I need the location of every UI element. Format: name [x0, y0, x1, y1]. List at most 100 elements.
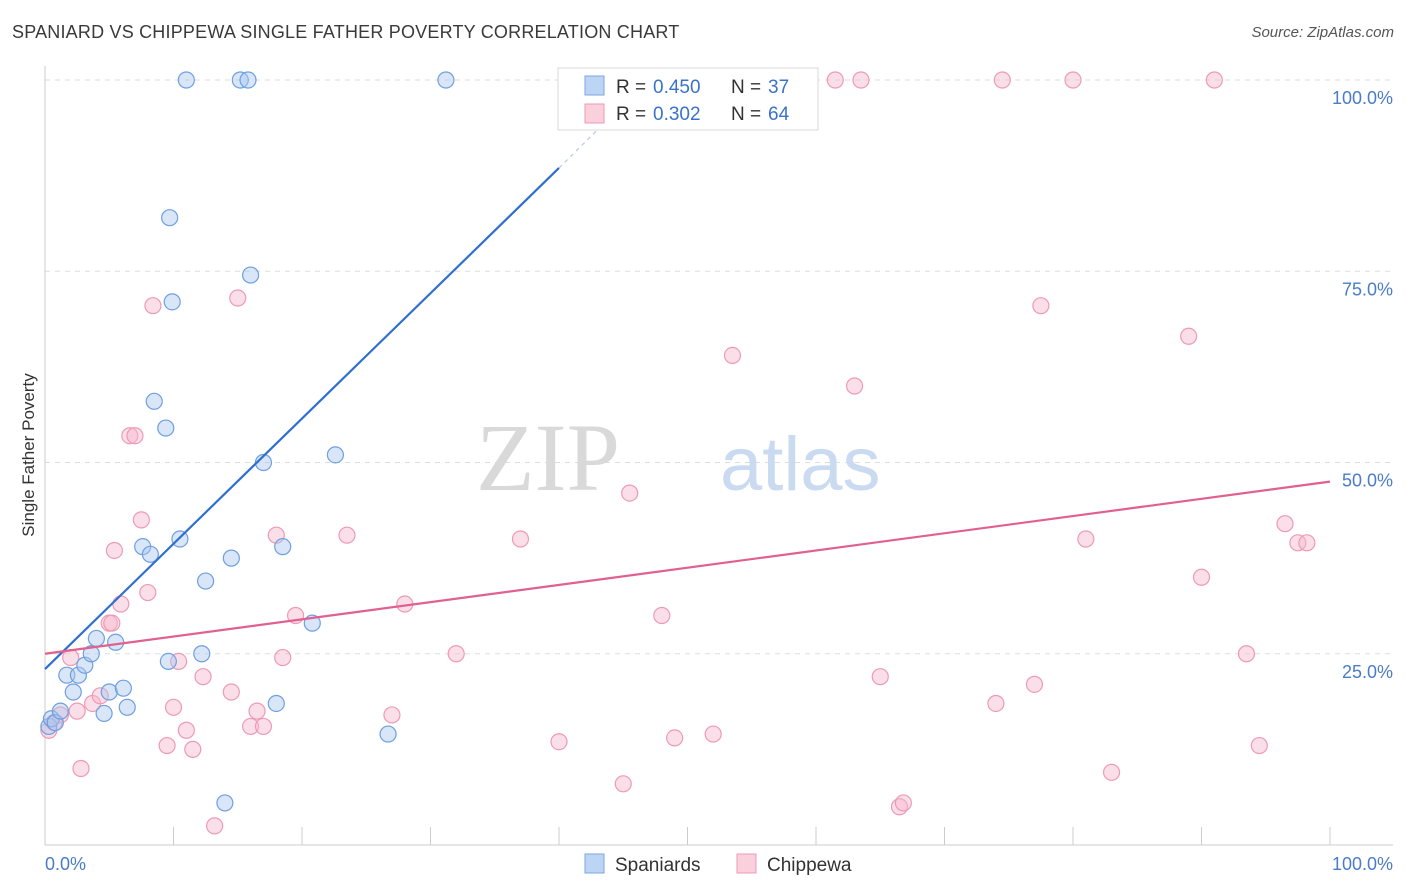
chippewa-point [126, 427, 144, 445]
chippewa-point [132, 511, 150, 529]
legend-swatch-spaniards [584, 75, 605, 96]
spaniards-point [118, 698, 136, 716]
spaniards-point [222, 549, 240, 567]
chippewa-point [550, 733, 568, 751]
chippewa-point [1102, 763, 1121, 781]
spaniards-point [242, 266, 260, 284]
spaniards-point [64, 683, 82, 701]
legend-n-value-1: 37 [768, 77, 789, 98]
chippewa-point [621, 484, 639, 502]
chippewa-point [704, 725, 722, 743]
spaniards-point [239, 71, 257, 89]
spaniards-point [51, 702, 70, 720]
legend-n-value-2: 64 [768, 104, 790, 125]
chippewa-point [723, 346, 742, 364]
chippewa-point [338, 526, 356, 544]
spaniards-point [95, 704, 113, 723]
chippewa-point [1289, 534, 1307, 552]
chippewa-point [1205, 71, 1223, 89]
chippewa-point [383, 706, 401, 724]
chippewa-point [139, 583, 157, 602]
chippewa-point [72, 759, 90, 778]
spaniards-point [100, 683, 118, 701]
chippewa-point [1298, 534, 1316, 552]
chippewa-point [1064, 71, 1082, 89]
chippewa-point [103, 614, 121, 632]
chippewa-point [242, 717, 260, 736]
spaniards-point [326, 446, 345, 464]
chippewa-point [1250, 736, 1268, 755]
spaniards-trend-extension [558, 129, 598, 169]
spaniards-point [437, 71, 455, 89]
series-swatch-spaniards [584, 853, 605, 874]
chippewa-point [1237, 645, 1256, 663]
x-tick-label: 0.0% [45, 854, 86, 874]
legend-r-value-1: 0.450 [653, 77, 701, 98]
chippewa-point [614, 775, 632, 793]
chippewa-point [894, 794, 912, 812]
chippewa-point [206, 817, 224, 835]
watermark-atlas: atlas [720, 422, 881, 507]
chippewa-point [164, 698, 183, 716]
chippewa-point [993, 71, 1011, 89]
y-tick-label: 100.0% [1332, 88, 1393, 108]
chippewa-point [1192, 568, 1211, 586]
y-tick-label: 75.0% [1342, 279, 1393, 299]
stats-legend: R = 0.450 N = 37 R = 0.302 N = 64 [557, 67, 819, 131]
spaniards-point [157, 419, 175, 437]
series-swatch-chippewa [736, 853, 757, 874]
spaniards-point [107, 633, 125, 651]
chippewa-point [852, 71, 870, 89]
legend-r-value-2: 0.302 [653, 104, 701, 125]
chippewa-point [144, 297, 162, 315]
chippewa-point [121, 427, 139, 445]
y-tick-label: 25.0% [1342, 662, 1393, 682]
spaniards-point [161, 209, 179, 227]
chippewa-point [254, 717, 273, 736]
axes [44, 66, 1393, 846]
spaniards-point [159, 652, 177, 671]
chippewa-point [229, 289, 247, 307]
series-label-chippewa: Chippewa [767, 855, 852, 876]
chart-title: SPANIARD VS CHIPPEWA SINGLE FATHER POVER… [12, 22, 680, 42]
spaniards-point [87, 629, 106, 648]
spaniards-point [379, 725, 397, 743]
series-legend: Spaniards Chippewa [584, 853, 852, 876]
spaniards-point [193, 645, 211, 663]
series-label-spaniards: Spaniards [615, 855, 701, 876]
spaniards-point [163, 293, 181, 311]
chippewa-point [826, 71, 844, 89]
spaniards-point [267, 694, 285, 713]
spaniards-point [114, 679, 132, 697]
chippewa-point [666, 729, 684, 747]
chippewa-trend-line [44, 480, 1331, 655]
chippewa-point [1077, 530, 1095, 548]
chippewa-point [447, 645, 465, 663]
y-tick-label: 50.0% [1342, 471, 1393, 491]
chippewa-point [248, 702, 266, 720]
legend-n-label-2: N = [731, 104, 761, 125]
x-tick-label: 100.0% [1332, 854, 1393, 874]
chippewa-point [105, 541, 123, 560]
chippewa-point [653, 606, 671, 625]
chippewa-point [158, 736, 176, 755]
chippewa-point [184, 740, 202, 758]
trend-lines [44, 129, 1331, 670]
chippewa-point [91, 687, 109, 705]
chippewa-point [845, 377, 864, 395]
chippewa-point [1025, 675, 1044, 693]
spaniards-point [177, 71, 195, 89]
spaniards-point [82, 645, 100, 663]
spaniards-point [197, 572, 215, 590]
chippewa-point [1180, 327, 1198, 345]
chippewa-point [194, 668, 212, 686]
chippewa-point [222, 683, 240, 701]
grid-lines [45, 79, 1393, 655]
y-axis-label: Single Father Poverty [19, 373, 38, 537]
spaniards-point [274, 538, 292, 556]
chippewa-point [1032, 297, 1050, 315]
chippewa-point [274, 648, 292, 667]
y-tick-labels: 25.0% 50.0% 75.0% 100.0% [1332, 88, 1393, 682]
watermark-zip: ZIP [476, 404, 620, 511]
